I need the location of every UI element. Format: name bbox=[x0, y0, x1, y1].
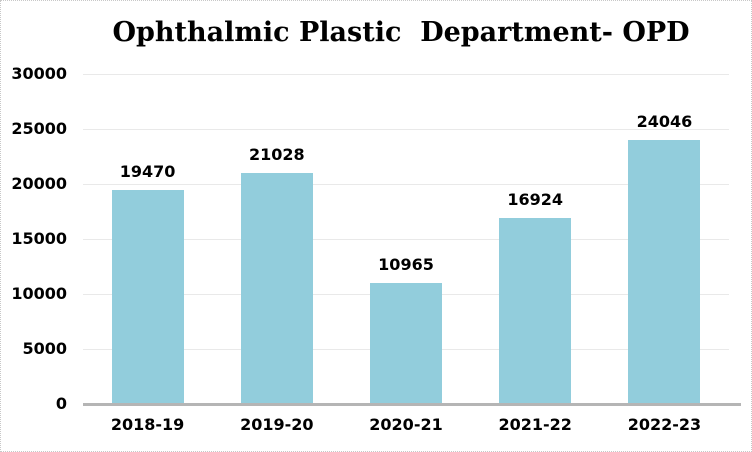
gridline bbox=[83, 128, 729, 130]
y-tick-label: 30000 bbox=[11, 64, 67, 83]
y-axis-labels: 0 5000 10000 15000 20000 25000 30000 bbox=[1, 64, 67, 413]
bar-value-label: 10965 bbox=[378, 255, 434, 275]
y-tick-label: 25000 bbox=[11, 119, 67, 138]
bar-2019-20 bbox=[240, 172, 313, 404]
bar-series: 19470 21028 10965 16924 24046 bbox=[83, 74, 729, 404]
bar-2022-23 bbox=[628, 139, 701, 404]
x-category-label: 2022-23 bbox=[627, 415, 702, 434]
x-axis-line bbox=[83, 403, 741, 406]
y-tick-label: 15000 bbox=[11, 229, 67, 248]
bar-value-label: 24046 bbox=[636, 111, 693, 131]
bar-slot-2020-21: 10965 bbox=[341, 74, 470, 404]
bar-slot-2022-23: 24046 bbox=[600, 74, 729, 404]
x-category-label: 2018-19 bbox=[110, 415, 185, 434]
bar-value-label: 21028 bbox=[248, 144, 305, 164]
gridline bbox=[83, 238, 729, 240]
gridline bbox=[83, 183, 729, 185]
bar-slot-2021-22: 16924 bbox=[471, 74, 600, 404]
chart-title: Ophthalmic Plastic Department- OPD bbox=[112, 17, 690, 48]
bar-slot-2019-20: 21028 bbox=[212, 74, 341, 404]
x-category-label: 2020-21 bbox=[369, 415, 443, 434]
gridline bbox=[83, 73, 729, 75]
bar-slot-2018-19: 19470 bbox=[83, 74, 212, 404]
bar-value-label: 16924 bbox=[507, 189, 564, 209]
bar-2021-22 bbox=[499, 217, 572, 404]
x-category-label: 2021-22 bbox=[498, 415, 572, 434]
x-axis-labels: 2018-19 2019-20 2020-21 2021-22 2022-23 bbox=[83, 415, 729, 435]
bar-2018-19 bbox=[111, 189, 184, 404]
y-tick-label: 10000 bbox=[11, 284, 67, 303]
x-category-label: 2019-20 bbox=[240, 415, 314, 434]
bar-2020-21 bbox=[370, 283, 442, 404]
y-tick-label: 5000 bbox=[22, 339, 67, 358]
y-tick-label: 20000 bbox=[11, 174, 67, 193]
bar-value-label: 19470 bbox=[119, 161, 176, 181]
plot-area: 19470 21028 10965 16924 24046 bbox=[83, 73, 741, 406]
y-tick-label: 0 bbox=[55, 394, 67, 413]
